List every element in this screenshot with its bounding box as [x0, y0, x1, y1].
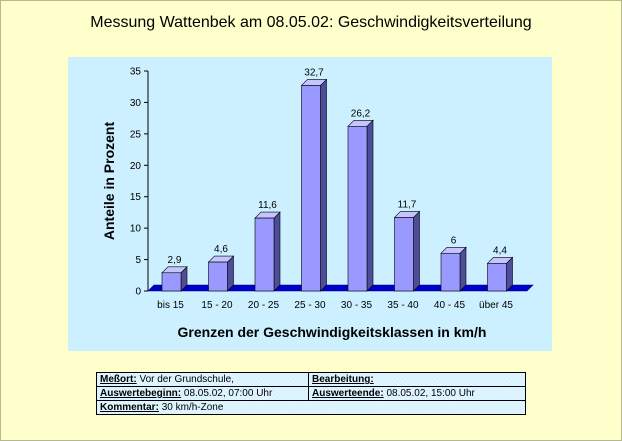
x-tick-label: 20 - 25	[248, 300, 280, 311]
bar-front	[208, 261, 228, 292]
bar-side	[459, 246, 467, 292]
auswerteende-value: 08.05.02, 15:00 Uhr	[386, 388, 475, 399]
data-label: 2,9	[168, 255, 182, 266]
info-table: Meßort: Vor der Grundschule, Bearbeitung…	[96, 372, 526, 415]
bearbeitung-label: Bearbeitung:	[312, 374, 374, 385]
bar	[393, 210, 421, 292]
bar	[161, 266, 188, 292]
bar-side	[320, 78, 327, 292]
chart-floor	[147, 284, 534, 292]
bar-side	[273, 211, 281, 292]
y-tick-label: 5	[135, 255, 141, 266]
data-label: 26,2	[351, 108, 371, 119]
x-tick-label: bis 15	[157, 300, 184, 311]
auswerteende-label: Auswerteende:	[312, 388, 384, 399]
y-tick-label: 20	[130, 161, 142, 172]
messort-value: Vor der Grundschule,	[139, 374, 234, 385]
messort-label: Meßort:	[100, 374, 137, 385]
y-tick-label: 25	[130, 129, 142, 140]
info-cell-messort: Meßort: Vor der Grundschule,	[96, 372, 309, 387]
chart-title: Messung Wattenbek am 08.05.02: Geschwind…	[90, 14, 532, 31]
bar	[486, 256, 514, 292]
data-label: 6	[451, 235, 457, 246]
bar-front	[254, 217, 275, 292]
info-row: Kommentar: 30 km/h-Zone	[96, 400, 526, 415]
info-cell-kommentar: Kommentar: 30 km/h-Zone	[96, 400, 526, 415]
y-tick-label: 10	[130, 224, 142, 235]
data-label: 11,6	[258, 200, 277, 211]
x-tick-label: 30 - 35	[341, 300, 373, 311]
info-cell-auswerteende: Auswerteende: 08.05.02, 15:00 Uhr	[308, 386, 526, 401]
bar-side	[366, 119, 374, 292]
info-row: Meßort: Vor der Grundschule, Bearbeitung…	[96, 372, 526, 387]
bar	[347, 119, 374, 292]
x-tick-label: 40 - 45	[434, 300, 466, 311]
bar-front	[440, 252, 461, 292]
bar	[254, 211, 281, 292]
bar-front	[161, 272, 182, 292]
data-label: 11,7	[398, 199, 417, 210]
info-cell-bearbeitung: Bearbeitung:	[308, 372, 526, 387]
kommentar-value: 30 km/h-Zone	[161, 402, 224, 413]
info-cell-auswertebeginn: Auswertebeginn: 08.05.02, 07:00 Uhr	[96, 386, 309, 401]
bar	[440, 246, 467, 292]
auswertebeginn-label: Auswertebeginn:	[100, 388, 182, 399]
bar-side	[413, 210, 420, 292]
y-tick-label: 35	[130, 67, 142, 78]
y-axis-label: Anteile in Prozent	[101, 122, 117, 241]
x-tick-label: 15 - 20	[201, 300, 233, 311]
y-tick-label: 0	[135, 287, 141, 298]
info-row: Auswertebeginn: 08.05.02, 07:00 Uhr Ausw…	[96, 386, 526, 401]
data-label: 32,7	[304, 67, 324, 78]
bar-front	[347, 126, 368, 292]
data-label: 4,4	[493, 245, 507, 256]
auswertebeginn-value: 08.05.02, 07:00 Uhr	[183, 388, 273, 399]
x-tick-label: über 45	[479, 300, 513, 311]
bar	[300, 78, 328, 292]
x-tick-label: 25 - 30	[294, 300, 326, 311]
kommentar-label: Kommentar:	[100, 402, 159, 413]
y-tick-label: 15	[130, 192, 142, 203]
x-axis-label: Grenzen der Geschwindigkeitsklassen in k…	[178, 324, 487, 340]
bar-front	[487, 263, 507, 292]
y-tick-label: 30	[130, 98, 142, 109]
bar-front	[394, 217, 414, 292]
data-label: 4,6	[214, 244, 228, 255]
bar-front	[301, 85, 321, 292]
bar	[207, 255, 235, 292]
x-tick-label: 35 - 40	[387, 300, 419, 311]
